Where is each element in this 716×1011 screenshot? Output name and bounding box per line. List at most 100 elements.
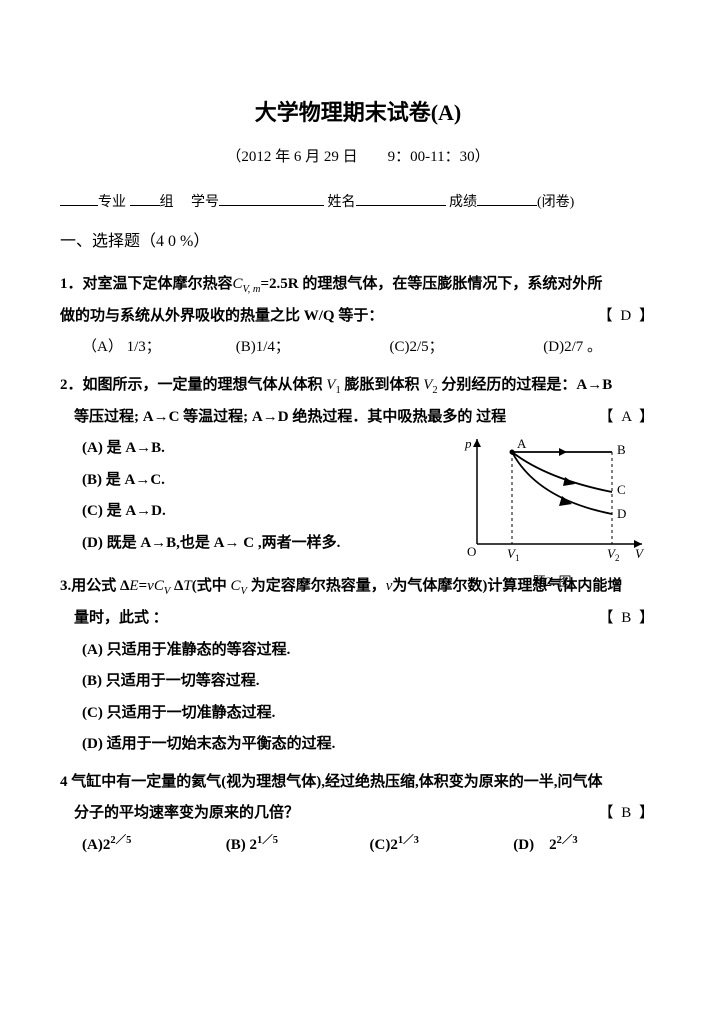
q1-opt-b: (B)1/4； (236, 332, 386, 364)
blank-sid (219, 191, 324, 206)
label-sid: 学号 (191, 195, 219, 210)
label-closed: (闭卷) (537, 195, 574, 210)
q4-opt-d: (D) 22／3 (513, 830, 577, 862)
q1-cv: C (233, 276, 243, 292)
q1-options: （A） 1/3； (B)1/4； (C)2/5； (D)2/7 。 (82, 332, 656, 364)
q3-Cv: C (154, 578, 164, 594)
q2-line1: 2．如图所示，一定量的理想气体从体积 V1 膨胀到体积 V2 分别经历的过程是：… (60, 370, 656, 402)
q3-opt-d: (D) 适用于一切始末态为平衡态的过程. (82, 729, 656, 761)
q3-nu: ν (147, 578, 154, 594)
q2-text-c: 分别经历的过程是：A→B (438, 377, 613, 393)
svg-text:2: 2 (615, 553, 620, 563)
q3-opt-c: (C) 只适用于一切准静态过程. (82, 698, 656, 730)
q4-text-b: 分子的平均速率变为原来的几倍？ (74, 805, 299, 821)
q4-c-pre: (C)2 (370, 837, 398, 853)
q2-opt-d-text: (D) 既是 A→B,也是 A→ C ,两者一样多. (82, 535, 340, 551)
blank-major-pre (60, 191, 98, 206)
q2-num: 2． (60, 377, 83, 393)
q1-line2: 做的功与系统从外界吸收的热量之比 W/Q 等于： 【 D 】 (60, 301, 656, 333)
q3-answer: 【 B 】 (598, 603, 656, 635)
q3-opt-a: (A) 只适用于准静态的等容过程. (82, 635, 656, 667)
q3-opt-d-text: (D) 适用于一切始末态为平衡态的过程. (82, 736, 335, 752)
q1-cv-sub: V, m (243, 284, 261, 295)
q2-text-a: 如图所示，一定量的理想气体从体积 (83, 377, 327, 393)
svg-text:1: 1 (515, 553, 520, 563)
q4-b-pre: (B) 2 (226, 837, 257, 853)
q3-num: 3. (60, 578, 71, 594)
label-group: 组 (160, 195, 174, 210)
blank-name (356, 191, 446, 206)
q2-text-b: 膨胀到体积 (341, 377, 424, 393)
q3-T: T (183, 578, 191, 594)
q4-line2: 分子的平均速率变为原来的几倍？ 【 B 】 (74, 798, 656, 830)
q4-d-pre: (D) 2 (513, 837, 556, 853)
q4-opt-b: (B) 21／5 (226, 830, 366, 862)
q1-text-b: =2.5R 的理想气体，在等压膨胀情况下，系统对外所 (260, 276, 602, 292)
q4-opt-a: (A)22／5 (82, 830, 222, 862)
q2-opt-b-text: (B) 是 A→C. (82, 472, 165, 488)
q1-opt-d: (D)2/7 。 (543, 332, 602, 364)
q2-answer: 【 A 】 (598, 402, 656, 434)
page-title: 大学物理期末试卷(A) (60, 90, 656, 136)
q4-options: (A)22／5 (B) 21／5 (C)21／3 (D) 22／3 (82, 830, 656, 862)
q4-num: 4 (60, 774, 71, 790)
svg-text:p: p (464, 436, 472, 451)
question-1: 1．对室温下定体摩尔热容CV, m=2.5R 的理想气体，在等压膨胀情况下，系统… (60, 269, 656, 364)
q4-d-sup: 2／3 (557, 835, 578, 846)
question-3: 3.用公式 ΔE=νCV ΔT(式中 CV 为定容摩尔热容量，ν为气体摩尔数)计… (60, 571, 656, 761)
label-name: 姓名 (328, 195, 356, 210)
q3-E: E (129, 578, 138, 594)
svg-text:A: A (517, 436, 527, 451)
q2-v2: V (423, 377, 432, 393)
svg-text:B: B (617, 442, 626, 457)
q4-answer: 【 B 】 (598, 798, 656, 830)
q4-b-sup: 1／5 (257, 835, 278, 846)
q1-line1: 1．对室温下定体摩尔热容CV, m=2.5R 的理想气体，在等压膨胀情况下，系统… (60, 269, 656, 301)
q1-opt-c: (C)2/5； (390, 332, 540, 364)
q2-text-d: 等压过程; A→C 等温过程; A→D 绝热过程．其中吸热最多的 过程 (74, 409, 506, 425)
q4-opt-c: (C)21／3 (370, 830, 510, 862)
blank-major (130, 191, 160, 206)
q3-opt-a-text: (A) 只适用于准静态的等容过程. (82, 642, 290, 658)
q1-text-a: 对室温下定体摩尔热容 (83, 276, 233, 292)
q3-text-b: (式中 (192, 578, 231, 594)
q4-c-sup: 1／3 (398, 835, 419, 846)
q3-line2: 量时，此式 ： 【 B 】 (74, 603, 656, 635)
q3-dT: Δ (170, 578, 183, 594)
q4-a-sup: 2／5 (110, 835, 131, 846)
q1-text-c: 做的功与系统从外界吸收的热量之比 W/Q 等于： (60, 308, 383, 324)
pv-diagram-svg: p A B C D V O V 1 V 2 (457, 434, 647, 564)
q3-text-e: 量时，此式 ： (74, 610, 168, 626)
info-line: 专业 组 学号 姓名 成绩 (闭卷) (60, 188, 656, 217)
q3-Cv2: C (231, 578, 241, 594)
svg-text:O: O (467, 544, 476, 559)
q3-opt-b-text: (B) 只适用于一切等容过程. (82, 673, 260, 689)
q4-a-pre: (A)2 (82, 837, 110, 853)
q3-eq: = (139, 578, 148, 594)
svg-text:V: V (635, 546, 645, 561)
question-2: 2．如图所示，一定量的理想气体从体积 V 1 膨胀到体积 V 2 分别经历的过程是：… (60, 370, 656, 560)
q4-text-a: 气缸中有一定量的氦气(视为理想气体),经过绝热压缩,体积变为原来的一半,问气体 (71, 774, 602, 790)
exam-page: 大学物理期末试卷(A) （2012 年 6 月 29 日 9：00-11：30）… (0, 0, 716, 1011)
q1-answer: 【 D 】 (598, 301, 656, 333)
q2-figure: p A B C D V O V 1 V 2 题2. 图 (452, 434, 652, 591)
svg-text:D: D (617, 506, 626, 521)
q3-text-a: 用公式 Δ (71, 578, 129, 594)
label-major: 专业 (98, 195, 126, 210)
page-subtitle: （2012 年 6 月 29 日 9：00-11：30） (60, 142, 656, 174)
label-score: 成绩 (449, 195, 477, 210)
section-title: 一、选择题（4 0 %） (60, 225, 656, 259)
q3-opt-c-text: (C) 只适用于一切准静态过程. (82, 705, 275, 721)
svg-text:C: C (617, 482, 626, 497)
q3-text-c: 为定容摩尔热容量， (247, 578, 386, 594)
q4-line1: 4 气缸中有一定量的氦气(视为理想气体),经过绝热压缩,体积变为原来的一半,问气… (60, 767, 656, 799)
question-4: 4 气缸中有一定量的氦气(视为理想气体),经过绝热压缩,体积变为原来的一半,问气… (60, 767, 656, 862)
q3-opt-b: (B) 只适用于一切等容过程. (82, 666, 656, 698)
blank-score (477, 191, 537, 206)
q2-fig-caption: 题2. 图 (452, 573, 652, 591)
q2-line2: 等压过程; A→C 等温过程; A→D 绝热过程．其中吸热最多的 过程 【 A … (74, 402, 656, 434)
q2-opt-c-text: (C) 是 A→D. (82, 503, 166, 519)
q2-opt-a-text: (A) 是 A→B. (82, 440, 165, 456)
q1-opt-a: （A） 1/3； (82, 332, 232, 364)
q1-num: 1． (60, 276, 83, 292)
